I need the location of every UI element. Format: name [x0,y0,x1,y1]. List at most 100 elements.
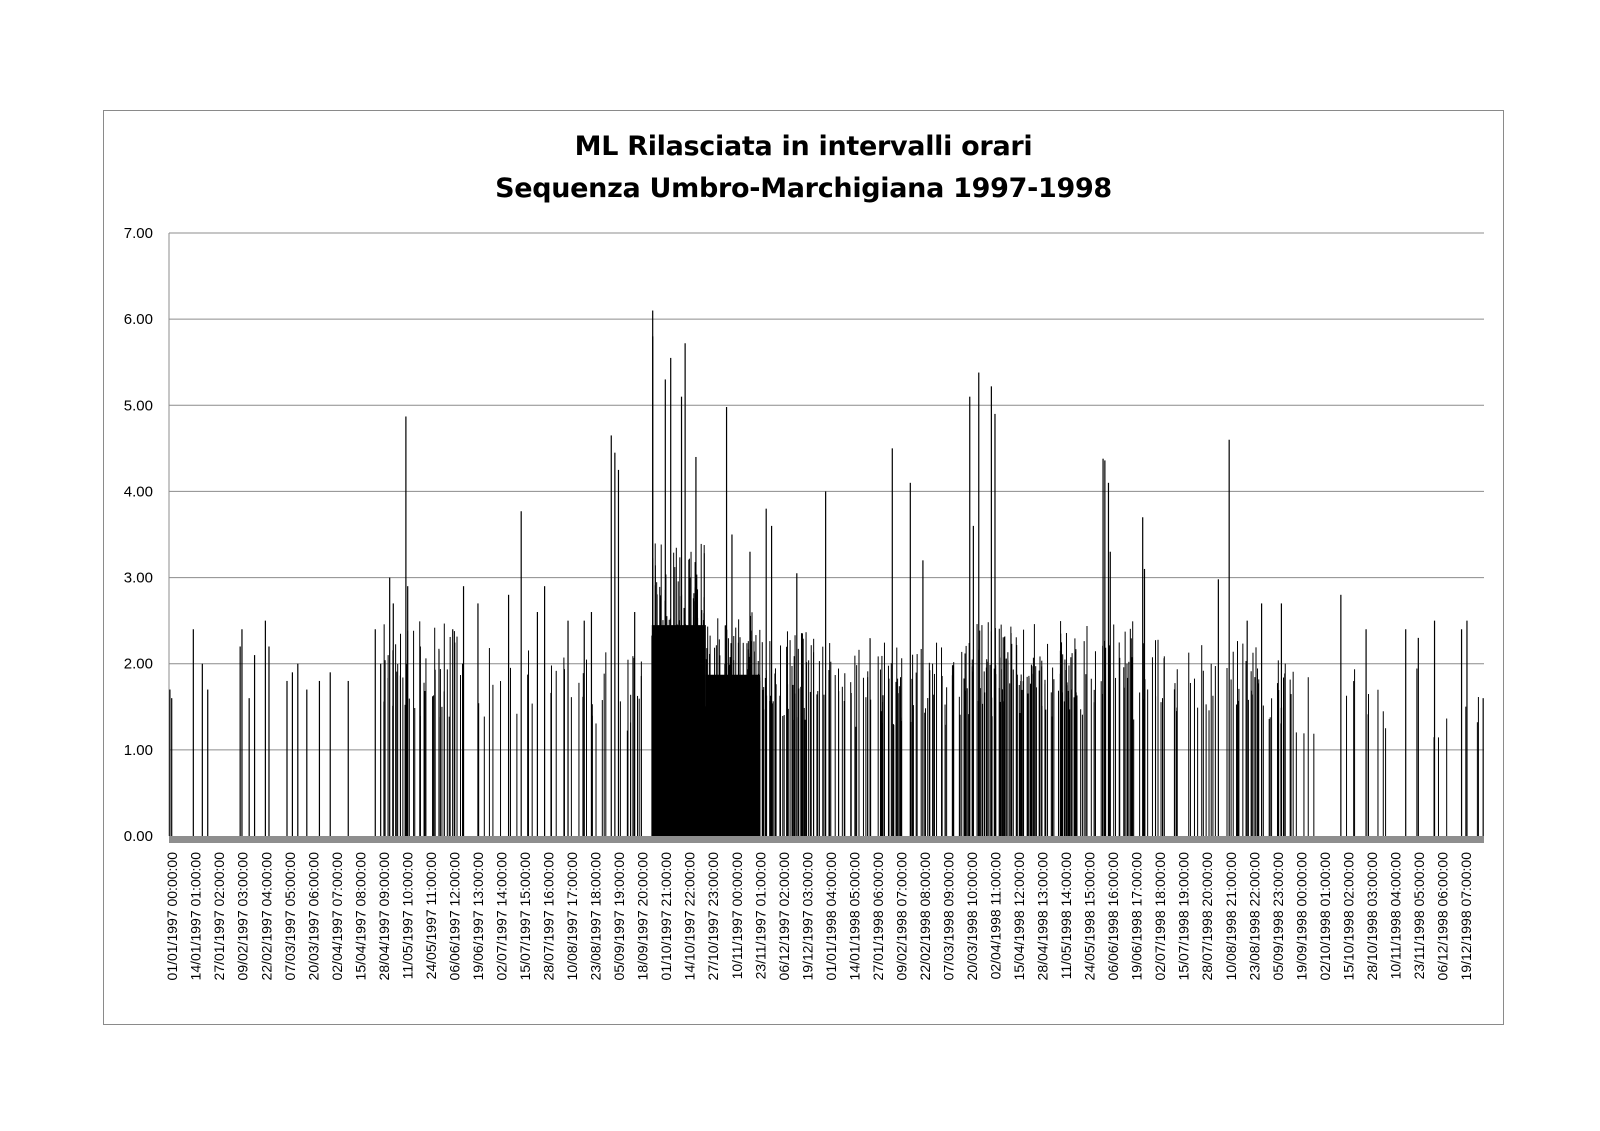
bar [883,642,885,836]
bar [862,677,864,836]
bar [786,631,788,836]
x-tick-label: 19/12/1997 03:00:00 [799,852,815,981]
bar [968,714,970,836]
x-tick-label: 05/09/1997 19:00:00 [611,852,627,981]
bar [762,689,764,836]
x-tick-label: 15/07/1998 19:00:00 [1176,852,1192,981]
bar [1107,482,1110,836]
bar [1257,668,1259,836]
bar [1047,643,1049,836]
bar [1035,666,1037,836]
bar [1365,629,1367,836]
bar [1093,702,1095,836]
bar [725,407,728,836]
bar [452,629,454,836]
bars [169,310,1484,836]
bar [500,681,502,836]
bar [1063,701,1065,836]
bar [854,655,856,836]
bar [1030,710,1032,836]
bar [882,695,884,836]
bar [605,652,607,836]
bar [610,435,612,836]
bar [424,690,426,836]
bar [822,646,824,836]
bar [1005,658,1007,836]
bar [1346,695,1348,836]
bar [1283,677,1285,836]
bar [780,645,782,836]
bar [1035,687,1037,836]
bar [770,525,773,836]
x-tick-label: 02/04/1998 11:00:00 [988,852,1004,980]
bar [483,716,485,836]
bar [1100,681,1102,836]
x-tick-label: 01/10/1997 21:00:00 [658,852,674,981]
bar [1295,732,1297,836]
bar [619,701,621,836]
bar [1010,633,1012,836]
bar [989,664,991,836]
bar [887,665,889,836]
bar [1064,659,1066,836]
x-tick-label: 18/09/1997 20:00:00 [635,852,651,981]
bar [798,688,800,836]
bar [1210,663,1212,836]
bar [1271,698,1273,836]
bar [900,720,902,836]
chart-frame: ML Rilasciata in intervalli orari Sequen… [103,110,1504,1025]
bar [850,682,852,836]
y-tick-label: 5.00 [124,397,153,414]
bar [979,630,981,836]
bar [1000,657,1002,836]
bar [1212,695,1214,836]
bar [1188,652,1190,836]
x-tick-label: 19/06/1998 17:00:00 [1129,852,1145,981]
bar [550,665,552,836]
bar [958,696,960,836]
bar [1068,697,1070,836]
x-tick-label: 10/08/1997 17:00:00 [564,852,580,981]
y-tick-label: 6.00 [124,311,153,328]
bar [550,692,552,836]
bar [684,343,686,836]
bar [897,678,899,836]
x-tick-label: 15/10/1998 02:00:00 [1340,852,1356,981]
bar [591,715,593,836]
bar [383,624,385,836]
bar [1066,682,1068,836]
bar [570,697,572,836]
bar [527,674,529,836]
x-tick-label: 27/01/1997 02:00:00 [211,852,227,981]
bar [779,695,781,836]
bar [1051,716,1053,836]
bar [1385,728,1387,836]
bar [664,379,666,836]
bar [555,670,557,836]
bar [855,726,857,836]
bar [329,672,331,836]
bar [982,703,984,836]
bar [632,656,634,836]
bar [1269,717,1271,836]
bar [1053,679,1055,836]
bar [201,663,203,836]
bar [423,682,425,836]
bar [1189,682,1191,836]
bar [395,644,397,836]
bar [425,658,427,836]
bar [793,656,795,836]
bar [813,652,815,836]
bar [1067,690,1069,836]
bar [1001,689,1003,836]
bar [601,700,603,836]
bar [453,631,455,836]
bar [253,655,256,836]
bar [1307,677,1309,836]
bar [1367,714,1369,836]
bar [1090,678,1092,836]
bar [1118,642,1120,836]
x-tick-label: 02/10/1998 01:00:00 [1317,852,1333,981]
bar [1460,629,1463,836]
bar [1258,679,1260,836]
